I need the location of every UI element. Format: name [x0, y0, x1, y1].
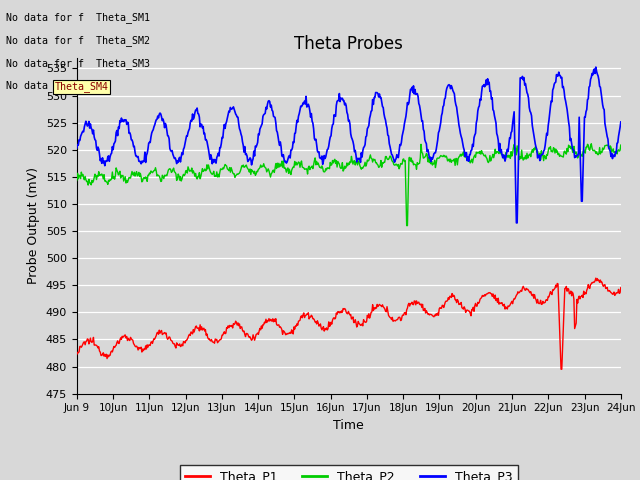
- Title: Theta Probes: Theta Probes: [294, 35, 403, 53]
- Text: No data for f  Theta_SM3: No data for f Theta_SM3: [6, 58, 150, 69]
- Text: No data for f: No data for f: [6, 81, 97, 91]
- Text: No data for f  Theta_SM1: No data for f Theta_SM1: [6, 12, 150, 23]
- Text: No data for f  Theta_SM2: No data for f Theta_SM2: [6, 35, 150, 46]
- Y-axis label: Probe Output (mV): Probe Output (mV): [28, 167, 40, 284]
- Text: Theta_SM4: Theta_SM4: [54, 81, 108, 92]
- X-axis label: Time: Time: [333, 419, 364, 432]
- Legend: Theta_P1, Theta_P2, Theta_P3: Theta_P1, Theta_P2, Theta_P3: [180, 465, 518, 480]
